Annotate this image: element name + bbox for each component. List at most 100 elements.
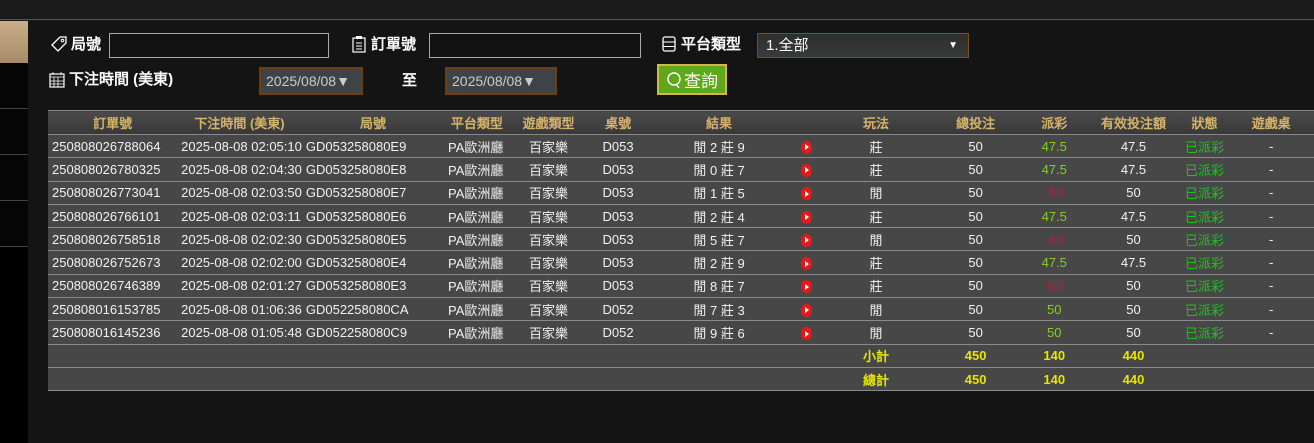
play-video-icon[interactable] bbox=[800, 257, 812, 271]
payout-cell: 50 bbox=[1022, 297, 1087, 322]
order-no-cell: 250808026788064 bbox=[48, 134, 178, 159]
play-video-icon[interactable] bbox=[800, 327, 812, 341]
total-bet-cell: 50 bbox=[928, 250, 1023, 275]
date-from-select[interactable]: 2025/08/08▼ bbox=[259, 67, 363, 95]
round-no-cell: GD053258080E6 bbox=[301, 204, 445, 229]
order-input[interactable] bbox=[429, 33, 641, 58]
header-total-bet: 總投注 bbox=[928, 110, 1023, 135]
status-cell: 已派彩 bbox=[1180, 204, 1229, 229]
bet-time-cell: 2025-08-08 02:01:27 bbox=[177, 274, 302, 299]
table-row: 250808026773041 2025-08-08 02:03:50 GD0532… bbox=[48, 181, 1314, 205]
query-button[interactable]: 查詢 bbox=[657, 64, 727, 95]
bet-type-cell: 莊 bbox=[823, 157, 929, 182]
platform-cell: PA歐洲廳 bbox=[444, 181, 510, 205]
table-row: 250808026780325 2025-08-08 02:04:30 GD0532… bbox=[48, 157, 1314, 182]
order-no-cell: 250808026773041 bbox=[48, 181, 178, 205]
play-video-icon[interactable] bbox=[800, 303, 812, 317]
valid-bet-cell: 50 bbox=[1086, 227, 1181, 252]
header-round-no: 局號 bbox=[301, 110, 445, 135]
result-cell: 閒 8 莊 7 bbox=[648, 274, 790, 299]
game-type-cell: 百家樂 bbox=[509, 320, 588, 345]
round-no-cell: GD053258080E4 bbox=[301, 250, 445, 275]
dropdown-arrow-icon: ▼ bbox=[948, 40, 958, 51]
valid-bet-cell: 50 bbox=[1086, 297, 1181, 322]
bet-type-cell: 閒 bbox=[823, 320, 929, 345]
sidebar-item[interactable] bbox=[0, 109, 28, 155]
game-type-cell: 百家樂 bbox=[509, 157, 588, 182]
platform-cell: PA歐洲廳 bbox=[444, 274, 510, 299]
empty-cell bbox=[648, 344, 790, 368]
table-no-cell: D053 bbox=[587, 204, 649, 229]
empty-cell bbox=[444, 344, 510, 368]
platform-cell: PA歐洲廳 bbox=[444, 227, 510, 252]
valid-bet-cell: 47.5 bbox=[1086, 204, 1181, 229]
round-filter-label: 局號 bbox=[50, 33, 101, 54]
table-row: 250808016145236 2025-08-08 01:05:48 GD0522… bbox=[48, 320, 1314, 345]
result-cell: 閒 7 莊 3 bbox=[648, 297, 790, 322]
status-cell: 已派彩 bbox=[1180, 297, 1229, 322]
table-no-cell: D053 bbox=[587, 134, 649, 159]
empty-cell bbox=[1180, 367, 1229, 392]
payout-cell: 47.5 bbox=[1022, 250, 1087, 275]
valid-bet-cell: 50 bbox=[1086, 181, 1181, 205]
platform-label: 平台類型 bbox=[681, 36, 742, 53]
total-bet-cell: 50 bbox=[928, 320, 1023, 345]
round-no-cell: GD052258080CA bbox=[301, 297, 445, 322]
empty-cell bbox=[177, 367, 302, 392]
game-table-cell: - bbox=[1228, 297, 1314, 322]
valid-bet-cell: 47.5 bbox=[1086, 157, 1181, 182]
subtotal-payout: 140 bbox=[1022, 344, 1087, 368]
game-table-cell: - bbox=[1228, 134, 1314, 159]
sidebar-active-tab[interactable] bbox=[0, 21, 28, 63]
sidebar-item[interactable] bbox=[0, 201, 28, 247]
payout-cell: -50 bbox=[1022, 227, 1087, 252]
video-cell bbox=[789, 181, 824, 205]
play-video-icon[interactable] bbox=[800, 187, 812, 201]
table-row: 250808026758518 2025-08-08 02:02:30 GD0532… bbox=[48, 227, 1314, 252]
game-table-cell: - bbox=[1228, 227, 1314, 252]
video-cell bbox=[789, 274, 824, 299]
date-to-select[interactable]: 2025/08/08▼ bbox=[445, 67, 557, 95]
sidebar-item[interactable] bbox=[0, 155, 28, 201]
status-cell: 已派彩 bbox=[1180, 320, 1229, 345]
bet-type-cell: 莊 bbox=[823, 250, 929, 275]
total-bet-cell: 50 bbox=[928, 274, 1023, 299]
empty-cell bbox=[301, 367, 445, 392]
order-no-cell: 250808026758518 bbox=[48, 227, 178, 252]
game-table-cell: - bbox=[1228, 204, 1314, 229]
platform-filter-label: 平台類型 bbox=[660, 33, 741, 54]
round-no-cell: GD052258080C9 bbox=[301, 320, 445, 345]
game-table-cell: - bbox=[1228, 274, 1314, 299]
table-row: 250808026752673 2025-08-08 02:02:00 GD0532… bbox=[48, 250, 1314, 275]
platform-select[interactable]: 1.全部 ▼ bbox=[757, 33, 969, 58]
empty-cell bbox=[444, 367, 510, 392]
play-video-icon[interactable] bbox=[800, 210, 812, 224]
result-cell: 閒 0 莊 7 bbox=[648, 157, 790, 182]
empty-cell bbox=[789, 344, 824, 368]
game-type-cell: 百家樂 bbox=[509, 227, 588, 252]
bet-type-cell: 莊 bbox=[823, 134, 929, 159]
game-type-cell: 百家樂 bbox=[509, 250, 588, 275]
total-bet-cell: 50 bbox=[928, 204, 1023, 229]
status-cell: 已派彩 bbox=[1180, 274, 1229, 299]
sidebar-item[interactable] bbox=[0, 63, 28, 109]
order-no-cell: 250808026766101 bbox=[48, 204, 178, 229]
empty-cell bbox=[1228, 367, 1314, 392]
empty-cell bbox=[509, 344, 588, 368]
video-cell bbox=[789, 157, 824, 182]
payout-cell: 47.5 bbox=[1022, 204, 1087, 229]
round-input[interactable] bbox=[109, 33, 329, 58]
header-table-no: 桌號 bbox=[587, 110, 649, 135]
play-video-icon[interactable] bbox=[800, 233, 812, 247]
platform-cell: PA歐洲廳 bbox=[444, 320, 510, 345]
tag-icon bbox=[51, 35, 67, 52]
header-game-table: 遊戲桌 bbox=[1228, 110, 1314, 135]
payout-cell: 47.5 bbox=[1022, 157, 1087, 182]
header-status: 狀態 bbox=[1180, 110, 1229, 135]
bet-time-cell: 2025-08-08 02:03:50 bbox=[177, 181, 302, 205]
valid-bet-cell: 50 bbox=[1086, 274, 1181, 299]
video-cell bbox=[789, 250, 824, 275]
play-video-icon[interactable] bbox=[800, 140, 812, 154]
play-video-icon[interactable] bbox=[800, 280, 812, 294]
play-video-icon[interactable] bbox=[800, 163, 812, 177]
